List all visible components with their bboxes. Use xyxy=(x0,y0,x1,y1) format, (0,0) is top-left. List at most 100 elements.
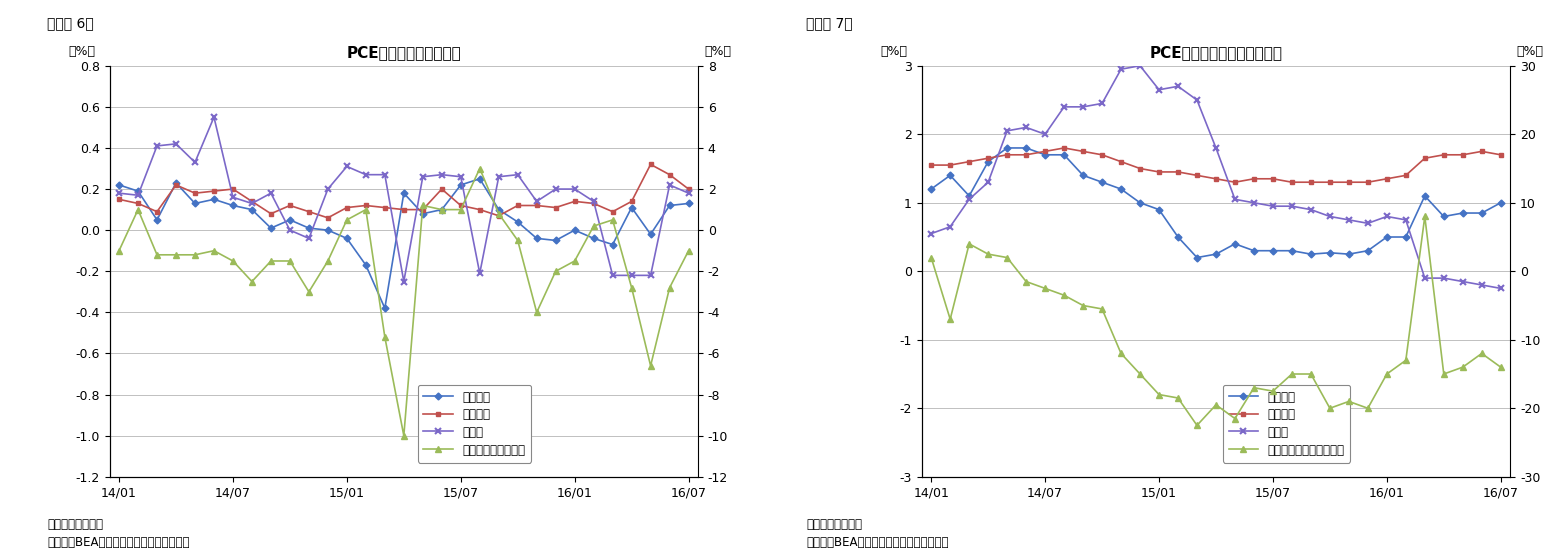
総合指数 xyxy=(224,202,243,209)
エネルギー（右軸） xyxy=(110,248,128,254)
Text: （資料）BEAよりニッセイ基礎研究所作成: （資料）BEAよりニッセイ基礎研究所作成 xyxy=(806,536,948,548)
コア指数 xyxy=(642,161,660,168)
食料品 xyxy=(432,172,451,178)
コア指数 xyxy=(280,202,299,209)
コア指数 xyxy=(1130,165,1149,172)
エネルギー関連（右軸） xyxy=(1473,350,1491,357)
エネルギー（右軸） xyxy=(224,258,243,264)
エネルギー関連（右軸） xyxy=(998,254,1017,261)
コア指数 xyxy=(394,206,413,213)
エネルギー（右軸） xyxy=(509,237,527,244)
エネルギー関連（右軸） xyxy=(1454,364,1473,370)
エネルギー（右軸） xyxy=(205,248,224,254)
総合指数 xyxy=(998,145,1017,151)
食料品 xyxy=(451,173,470,180)
総合指数 xyxy=(1321,249,1340,256)
総合指数 xyxy=(338,235,357,242)
Line: 食料品: 食料品 xyxy=(116,113,692,285)
食料品 xyxy=(1358,220,1377,227)
食料品 xyxy=(1263,203,1282,209)
食料品 xyxy=(299,235,318,242)
コア指数 xyxy=(110,196,128,203)
食料品 xyxy=(128,192,147,198)
エネルギー関連（右軸） xyxy=(1321,405,1340,412)
総合指数 xyxy=(679,200,698,207)
コア指数 xyxy=(1188,172,1207,179)
総合指数 xyxy=(166,180,185,186)
エネルギー（右軸） xyxy=(642,363,660,369)
コア指数 xyxy=(679,186,698,192)
エネルギー（右軸） xyxy=(280,258,299,264)
総合指数 xyxy=(1150,207,1169,213)
Legend: 総合指数, コア指数, 食料品, エネルギー関連（右軸）: 総合指数, コア指数, 食料品, エネルギー関連（右軸） xyxy=(1222,385,1351,463)
コア指数 xyxy=(623,198,642,205)
コア指数 xyxy=(1491,151,1510,158)
食料品 xyxy=(490,173,509,180)
エネルギー（右軸） xyxy=(128,206,147,213)
総合指数 xyxy=(1263,248,1282,254)
エネルギー関連（右軸） xyxy=(1396,357,1415,364)
コア指数 xyxy=(1263,175,1282,182)
エネルギー関連（右軸） xyxy=(1055,292,1074,299)
総合指数 xyxy=(261,225,280,231)
食料品 xyxy=(376,172,394,178)
エネルギー関連（右軸） xyxy=(1188,422,1207,429)
コア指数 xyxy=(1454,151,1473,158)
食料品 xyxy=(243,200,261,207)
エネルギー（右軸） xyxy=(186,252,205,258)
エネルギー（右軸） xyxy=(376,334,394,340)
食料品 xyxy=(1130,62,1149,69)
食料品 xyxy=(1017,124,1036,130)
エネルギー（右軸） xyxy=(357,206,376,213)
総合指数 xyxy=(280,216,299,223)
エネルギー関連（右軸） xyxy=(1435,370,1454,377)
食料品 xyxy=(319,186,338,192)
総合指数 xyxy=(376,305,394,311)
食料品 xyxy=(922,230,941,237)
エネルギー関連（右軸） xyxy=(1169,395,1188,401)
食料品 xyxy=(1111,66,1130,72)
エネルギー（右軸） xyxy=(299,288,318,295)
Line: 食料品: 食料品 xyxy=(928,62,1504,292)
食料品 xyxy=(509,172,527,178)
コア指数 xyxy=(376,204,394,211)
コア指数 xyxy=(1302,179,1321,185)
総合指数 xyxy=(299,225,318,231)
食料品 xyxy=(1340,216,1358,223)
食料品 xyxy=(1036,131,1055,138)
総合指数 xyxy=(1415,192,1434,199)
食料品 xyxy=(642,272,660,278)
コア指数 xyxy=(166,182,185,189)
コア指数 xyxy=(941,162,959,168)
Text: （%）: （%） xyxy=(704,44,731,58)
総合指数 xyxy=(413,210,432,217)
コア指数 xyxy=(319,214,338,221)
食料品 xyxy=(941,224,959,230)
Line: コア指数: コア指数 xyxy=(117,162,692,220)
エネルギー（右軸） xyxy=(147,252,166,258)
総合指数 xyxy=(147,216,166,223)
コア指数 xyxy=(299,208,318,215)
総合指数 xyxy=(186,200,205,207)
コア指数 xyxy=(565,198,584,205)
エネルギー関連（右軸） xyxy=(1074,302,1092,309)
コア指数 xyxy=(1340,179,1358,185)
コア指数 xyxy=(128,200,147,207)
食料品 xyxy=(565,186,584,192)
エネルギー（右軸） xyxy=(471,165,490,172)
コア指数 xyxy=(243,198,261,205)
総合指数 xyxy=(394,190,413,196)
食料品 xyxy=(394,278,413,285)
総合指数 xyxy=(1207,251,1225,258)
総合指数 xyxy=(357,262,376,269)
コア指数 xyxy=(922,162,941,168)
総合指数 xyxy=(432,206,451,213)
総合指数 xyxy=(319,227,338,233)
コア指数 xyxy=(1473,148,1491,155)
コア指数 xyxy=(338,204,357,211)
コア指数 xyxy=(490,213,509,219)
食料品 xyxy=(1282,203,1301,209)
Line: エネルギー（右軸）: エネルギー（右軸） xyxy=(116,165,692,438)
食料品 xyxy=(338,163,357,170)
総合指数 xyxy=(1340,251,1358,258)
